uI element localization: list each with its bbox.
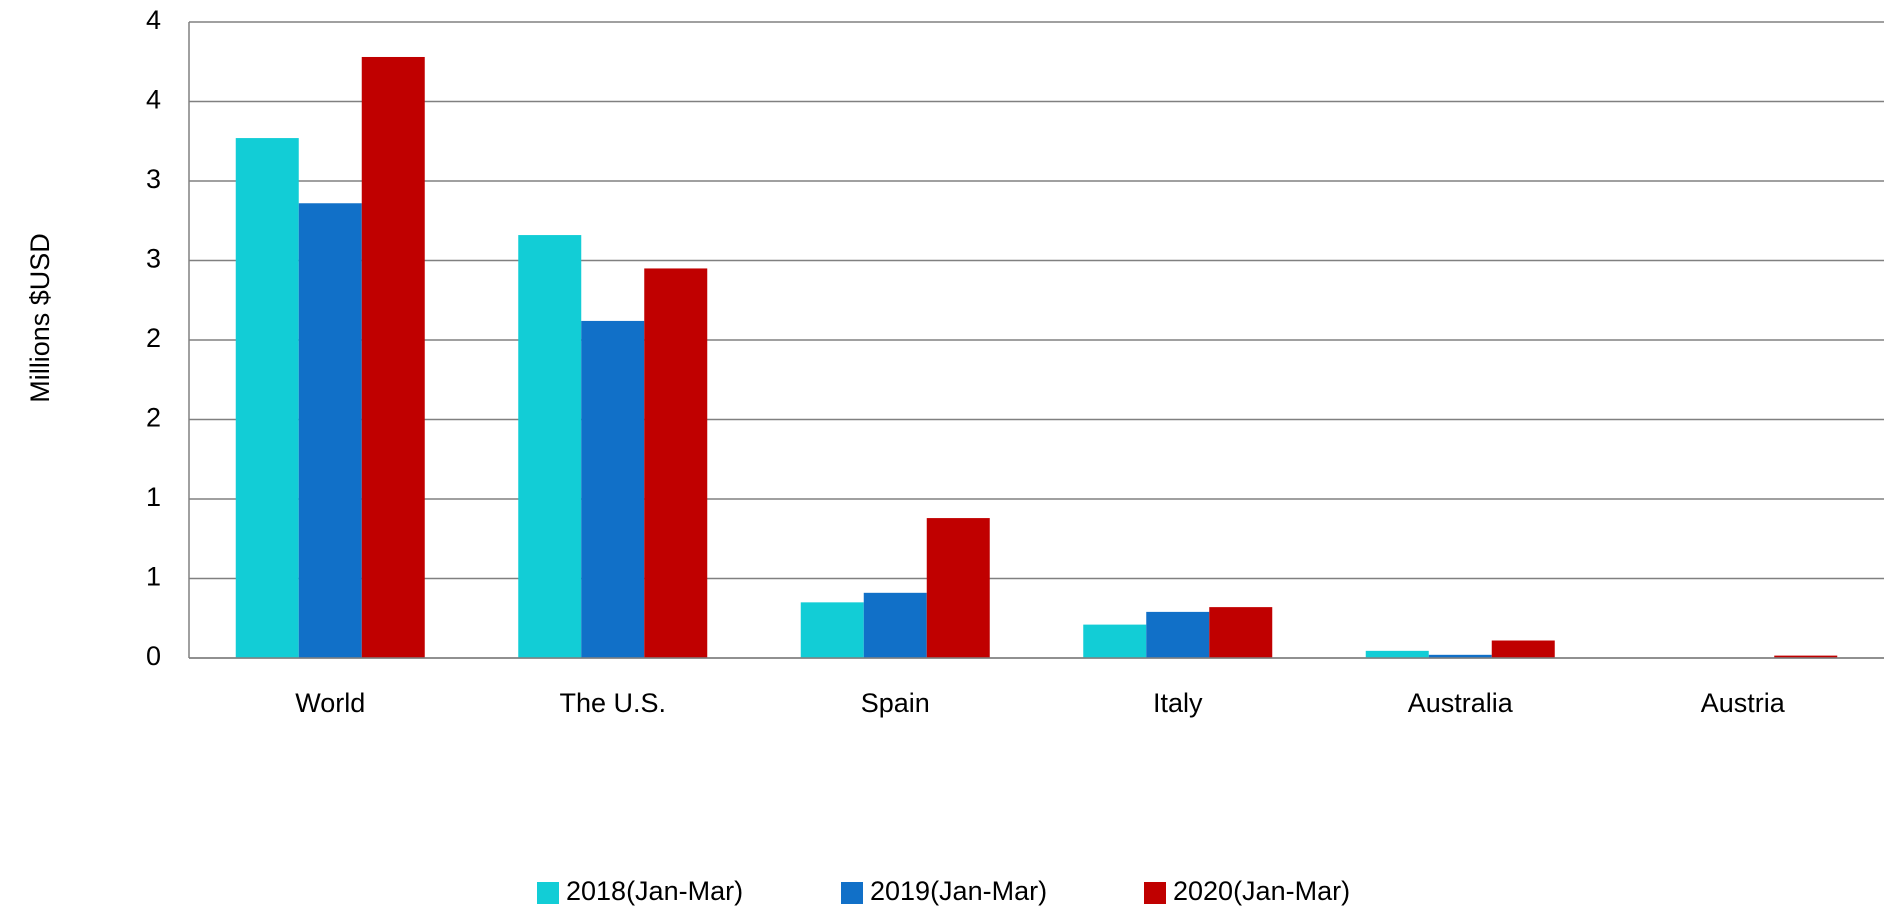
legend-swatch: [537, 882, 559, 904]
bar: [1146, 611, 1210, 658]
x-tick-label: Italy: [1153, 688, 1203, 718]
bar: [581, 320, 645, 658]
legend-label: 2018(Jan-Mar): [566, 876, 743, 906]
legend-label: 2020(Jan-Mar): [1173, 876, 1350, 906]
bar: [926, 518, 990, 658]
x-tick-label: The U.S.: [559, 688, 666, 718]
y-tick-label: 2: [146, 323, 161, 353]
y-tick-label: 4: [146, 5, 161, 35]
bar: [1491, 640, 1555, 658]
y-tick-label: 1: [146, 562, 161, 592]
y-axis-label: Millions $USD: [25, 233, 55, 403]
x-tick-label: Australia: [1408, 688, 1514, 718]
bar: [863, 592, 927, 658]
bar: [235, 138, 299, 658]
bar: [1083, 624, 1147, 658]
bar: [518, 235, 582, 658]
y-tick-label: 2: [146, 403, 161, 433]
bar: [298, 203, 362, 658]
bar: [361, 56, 425, 659]
bar: [800, 602, 864, 658]
bar: [1365, 650, 1429, 658]
bar: [1209, 607, 1273, 658]
bar: [1428, 654, 1492, 658]
bar: [644, 268, 708, 658]
legend-swatch: [841, 882, 863, 904]
y-tick-label: 1: [146, 482, 161, 512]
y-tick-label: 3: [146, 244, 161, 274]
x-tick-label: Spain: [861, 688, 930, 718]
legend-swatch: [1144, 882, 1166, 904]
bar: [1774, 655, 1838, 658]
x-tick-label: Austria: [1701, 688, 1786, 718]
legend-label: 2019(Jan-Mar): [870, 876, 1047, 906]
x-tick-label: World: [295, 688, 365, 718]
y-tick-label: 3: [146, 164, 161, 194]
y-tick-label: 0: [146, 641, 161, 671]
y-tick-label: 4: [146, 85, 161, 115]
